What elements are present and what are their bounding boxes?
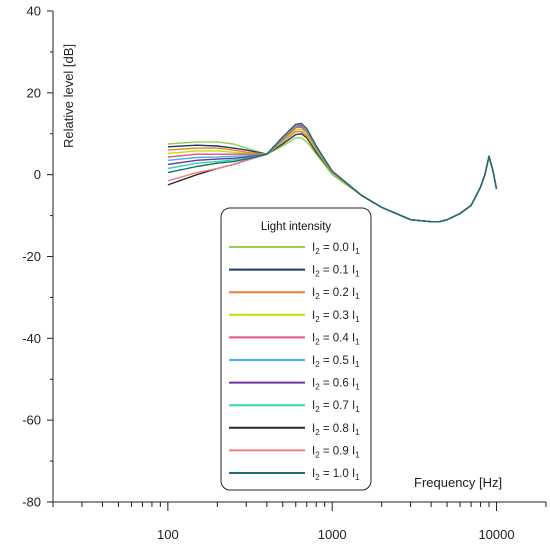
legend-label: I2 = 0.3 I1 [312,310,360,324]
legend-entry: I2 = 0.6 I1 [229,378,360,392]
legend-label: I2 = 0.0 I1 [312,242,360,256]
y-tick-label: -20 [22,249,41,264]
x-tick-label: 1000 [318,527,347,542]
series-line-10 [167,122,498,223]
legend-entry: I2 = 0.2 I1 [229,287,360,301]
y-tick-label: 20 [27,85,41,100]
series-lines [167,122,498,223]
y-tick-label: -40 [22,331,41,346]
legend-label: I2 = 0.9 I1 [312,445,360,459]
legend-entries: I2 = 0.0 I1 I2 = 0.1 I1 I2 = 0.2 I1 I2 = 0.… [229,242,360,482]
y-axis-title: Relative level [dB] [61,44,76,148]
legend-entry: I2 = 0.9 I1 [229,445,360,459]
legend-entry: I2 = 0.3 I1 [229,310,360,324]
legend-entry: I2 = 0.4 I1 [229,332,360,346]
legend-label: I2 = 0.1 I1 [312,265,360,279]
legend-label: I2 = 0.8 I1 [312,423,360,437]
x-tick-label: 10000 [478,527,514,542]
legend-label: I2 = 0.7 I1 [312,400,360,414]
y-tick-label: -80 [22,495,41,510]
legend-entry: I2 = 0.7 I1 [229,400,360,414]
x-axis-title: Frequency [Hz] [414,475,502,490]
legend-entry: I2 = 0.5 I1 [229,355,360,369]
legend-box [220,207,372,491]
legend-label: I2 = 0.4 I1 [312,332,360,346]
legend-label: I2 = 0.2 I1 [312,287,360,301]
axis-ticks: 40 20 0 -20 -40 -60 -80 100 1000 10000 [22,4,547,542]
legend-title: Light intensity [261,221,332,233]
legend-label: I2 = 0.6 I1 [312,378,360,392]
legend-entry: I2 = 0.8 I1 [229,423,360,437]
x-tick-label: 100 [157,527,179,542]
y-tick-label: -60 [22,413,41,428]
legend-entry: I2 = 0.1 I1 [229,265,360,279]
legend-entry: I2 = 1.0 I1 [229,468,360,482]
legend-label: I2 = 1.0 I1 [312,468,360,482]
y-tick-label: 40 [27,4,41,19]
legend-label: I2 = 0.5 I1 [312,355,360,369]
legend-entry: I2 = 0.0 I1 [229,242,360,256]
y-tick-label: 0 [34,167,41,182]
